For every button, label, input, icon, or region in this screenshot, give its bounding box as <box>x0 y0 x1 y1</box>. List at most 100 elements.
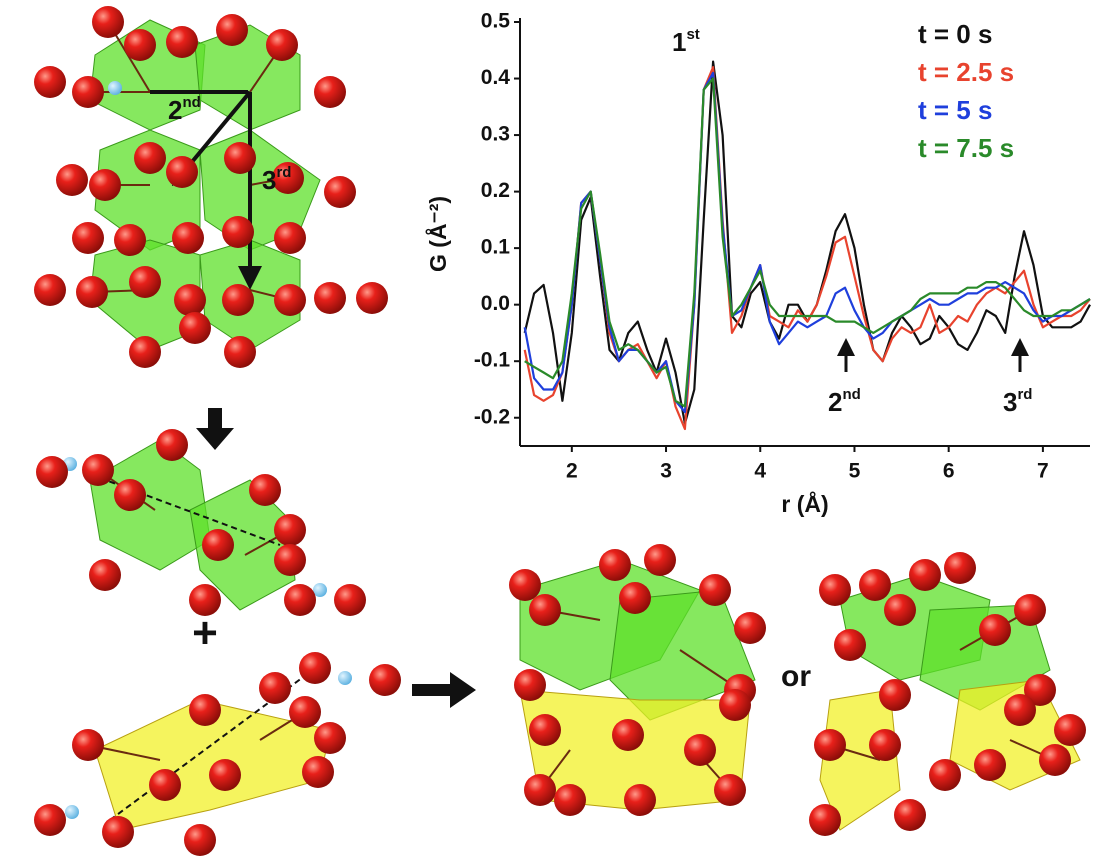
right-arrow <box>412 672 476 708</box>
y-tick-label: 0.1 <box>481 236 511 259</box>
x-tick-label: 7 <box>1037 460 1049 483</box>
diagram-label: 2nd <box>168 94 201 125</box>
yellow-polyhedra <box>94 679 1081 831</box>
oxygen-atom <box>274 514 306 546</box>
oxygen-atom <box>314 282 346 314</box>
x-tick-label: 3 <box>660 460 672 483</box>
oxygen-atom <box>76 276 108 308</box>
oxygen-atom <box>274 222 306 254</box>
x-tick-label: 4 <box>754 460 766 483</box>
y-tick-label: 0.2 <box>481 179 510 202</box>
oxygen-atom <box>249 474 281 506</box>
oxygen-atom <box>102 816 134 848</box>
oxygen-atom <box>529 714 561 746</box>
plus-sign: + <box>192 609 218 658</box>
oxygen-atom <box>166 26 198 58</box>
oxygen-atom <box>272 162 304 194</box>
oxygen-atom <box>82 454 114 486</box>
annotation-text: 3 <box>1003 387 1017 417</box>
oxygen-atom <box>554 784 586 816</box>
nitrogen-atom <box>65 805 79 819</box>
nitrogen-atom <box>313 583 327 597</box>
oxygen-atom <box>184 824 216 856</box>
oxygen-atom <box>222 284 254 316</box>
oxygen-atom <box>819 574 851 606</box>
annotation: 2nd <box>828 386 861 417</box>
oxygen-atom <box>719 689 751 721</box>
x-axis-label: r (Å) <box>781 490 828 517</box>
oxygen-atom <box>1024 674 1056 706</box>
oxygen-atom <box>529 594 561 626</box>
oxygen-atom <box>166 156 198 188</box>
oxygen-atom <box>619 582 651 614</box>
oxygen-atom <box>216 14 248 46</box>
x-tick-label: 2 <box>566 460 578 483</box>
oxygen-atom <box>809 804 841 836</box>
oxygen-atom <box>209 759 241 791</box>
oxygen-atom <box>1054 714 1086 746</box>
series-line <box>523 71 1091 414</box>
oxygen-atom <box>299 652 331 684</box>
y-tick-label: -0.2 <box>474 405 510 428</box>
oxygen-atom <box>114 479 146 511</box>
x-tick-label: 6 <box>943 460 955 483</box>
oxygen-atom <box>624 784 656 816</box>
oxygen-atom <box>514 669 546 701</box>
legend-entry: t = 2.5 s <box>918 57 1014 87</box>
legend-entry: t = 0 s <box>918 19 992 49</box>
oxygen-atom <box>189 584 221 616</box>
oxygen-atom <box>944 552 976 584</box>
legend-entry: t = 7.5 s <box>918 133 1014 163</box>
oxygen-atom <box>124 29 156 61</box>
oxygen-atom <box>879 679 911 711</box>
y-tick-label: -0.1 <box>474 349 511 372</box>
oxygen-atom <box>599 549 631 581</box>
annotation: 3rd <box>1003 386 1032 417</box>
oxygen-atom <box>72 222 104 254</box>
annotation-sup: nd <box>842 386 860 403</box>
series-line <box>524 77 1091 408</box>
oxygen-atom <box>714 774 746 806</box>
oxygen-atom <box>72 729 104 761</box>
oxygen-atom <box>699 574 731 606</box>
oxygen-atom <box>266 29 298 61</box>
oxygen-atom <box>334 584 366 616</box>
oxygen-atom <box>894 799 926 831</box>
oxygen-atom <box>129 266 161 298</box>
oxygen-atom <box>259 672 291 704</box>
annotation-sup: st <box>686 26 699 43</box>
x-tick-label: 5 <box>849 460 861 483</box>
oxygen-atom <box>644 544 676 576</box>
oxygen-atom <box>524 774 556 806</box>
oxygen-atom <box>224 142 256 174</box>
oxygen-atom <box>909 559 941 591</box>
oxygen-atom <box>1004 694 1036 726</box>
oxygen-atom <box>179 312 211 344</box>
y-tick-label: 0.0 <box>481 292 510 315</box>
legend-entry: t = 5 s <box>918 95 992 125</box>
oxygen-atom <box>34 274 66 306</box>
oxygen-atom <box>72 76 104 108</box>
y-tick-label: 0.3 <box>481 123 510 146</box>
oxygen-atom <box>356 282 388 314</box>
oxygen-atom <box>174 284 206 316</box>
oxygen-atom <box>34 66 66 98</box>
series-line <box>523 60 1091 425</box>
oxygen-atom <box>92 6 124 38</box>
oxygen-atom <box>684 734 716 766</box>
oxygen-atom <box>1014 594 1046 626</box>
oxygen-atom <box>509 569 541 601</box>
oxygen-atom <box>156 429 188 461</box>
oxygen-atom <box>974 749 1006 781</box>
oxygen-atom <box>814 729 846 761</box>
oxygen-atom <box>834 629 866 661</box>
down-arrow <box>196 408 234 450</box>
oxygen-atom <box>314 722 346 754</box>
oxygen-atom <box>1039 744 1071 776</box>
oxygen-atom <box>289 696 321 728</box>
oxygen-atom <box>202 529 234 561</box>
or-label: or <box>781 660 811 693</box>
oxygen-atom <box>274 544 306 576</box>
oxygen-atom <box>929 759 961 791</box>
